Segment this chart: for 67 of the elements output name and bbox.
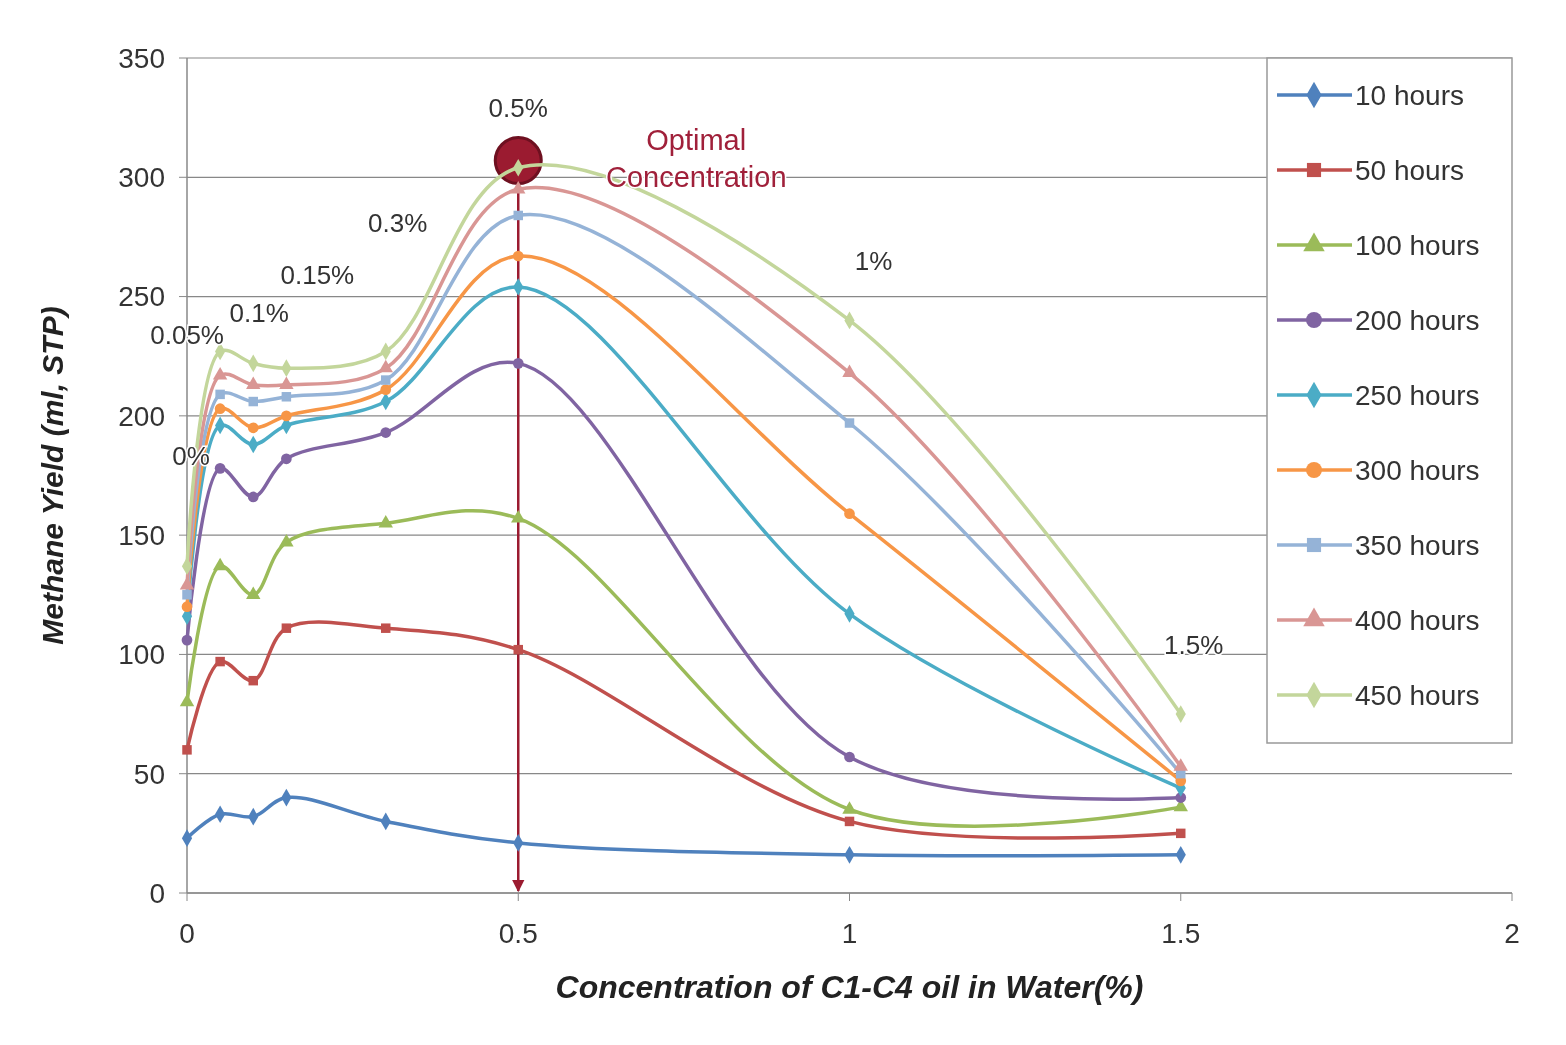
annotation: 0.15% [280, 260, 355, 291]
y-axis-title: Methane Yield (ml, STP) [36, 306, 69, 645]
point [181, 634, 193, 646]
x-axis-title: Concentration of C1-C4 oil in Water(%) [555, 969, 1144, 1005]
point [513, 210, 523, 221]
legend-label: 200 hours [1355, 304, 1480, 336]
annotation: Optimal Concentration [605, 123, 787, 194]
point [512, 358, 524, 369]
legend-label: 300 hours [1355, 454, 1480, 486]
annotation: 0.1% [229, 298, 289, 329]
legend-label: 400 hours [1355, 604, 1480, 636]
point [844, 418, 855, 428]
legend-label: 50 hours [1355, 154, 1464, 186]
point [380, 384, 392, 395]
y-tick-label: 150 [118, 519, 165, 551]
point [214, 403, 226, 415]
legend-label: 450 hours [1355, 679, 1480, 711]
point [511, 510, 526, 523]
point [247, 491, 259, 503]
y-tick-label: 0 [149, 877, 165, 909]
y-tick-label: 350 [118, 42, 165, 74]
x-tick-label: 0 [179, 918, 195, 949]
point [214, 463, 226, 474]
point [281, 623, 292, 633]
point [842, 364, 857, 378]
annotation: 0.05% [150, 319, 224, 350]
point [215, 389, 225, 400]
annotation: 1% [854, 245, 893, 276]
point [844, 816, 855, 827]
point [1173, 758, 1188, 771]
x-tick-label: 1.5 [1161, 918, 1201, 949]
point [281, 392, 292, 402]
point [842, 801, 857, 814]
annotation: 0.5% [488, 92, 548, 123]
point [212, 557, 228, 571]
x-tick-label: 0.5 [498, 918, 538, 949]
point [248, 675, 258, 686]
x-tick-label: 2 [1504, 918, 1520, 949]
point [281, 453, 292, 465]
x-tick-label: 1 [841, 918, 858, 949]
annotation: 1.5% [1164, 630, 1224, 661]
legend-label: 100 hours [1355, 229, 1480, 261]
y-tick-label: 300 [118, 162, 165, 194]
point [247, 422, 259, 434]
y-tick-label: 200 [118, 400, 165, 432]
point [381, 375, 391, 385]
point [381, 623, 391, 633]
point [182, 590, 192, 600]
point [248, 396, 258, 407]
point [513, 644, 523, 655]
y-tick-label: 50 [133, 758, 165, 790]
point [281, 410, 292, 422]
point [182, 745, 192, 755]
annotation: 0.3% [368, 207, 428, 238]
point [179, 693, 195, 707]
legend-label: 250 hours [1355, 379, 1480, 411]
point [1176, 828, 1186, 839]
point [844, 508, 855, 520]
legend-label: 10 hours [1355, 79, 1464, 111]
point [181, 601, 193, 613]
y-tick-label: 250 [118, 281, 165, 313]
point [844, 751, 855, 763]
point [215, 656, 225, 667]
point [512, 250, 524, 262]
legend-label: 350 hours [1355, 529, 1480, 561]
point [380, 427, 392, 438]
y-tick-label: 100 [118, 639, 165, 671]
